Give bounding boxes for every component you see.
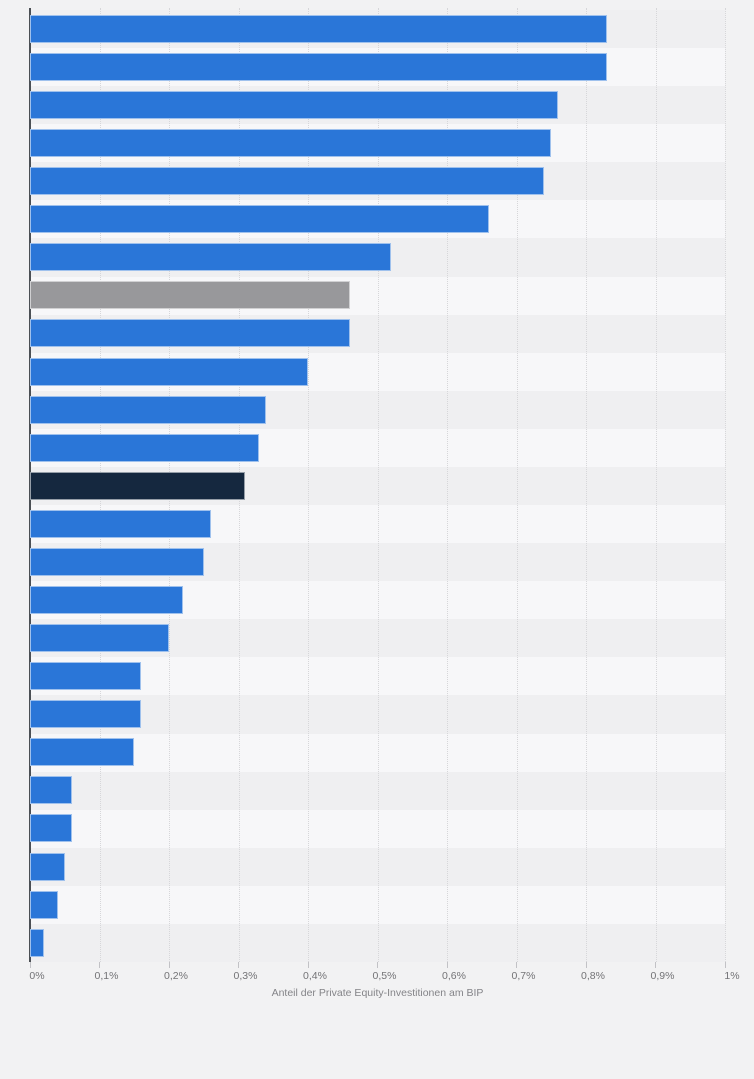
bar[interactable] [30,700,142,729]
x-axis-tick-label: 0,1% [94,970,119,982]
bar[interactable] [30,776,72,805]
x-axis-tickmark [29,962,31,968]
x-axis-tick-label: 0,8% [581,970,605,982]
bar[interactable] [30,433,260,462]
bar[interactable] [30,890,58,919]
bar[interactable] [30,624,169,653]
bar[interactable] [30,395,267,424]
gridline [725,8,726,962]
bar[interactable] [30,852,65,881]
bar[interactable] [30,52,607,81]
x-axis-tick-label: 0,9% [650,970,675,982]
x-axis-tick-label: 0,6% [442,970,466,982]
x-axis-tickmark [446,962,448,968]
gridline [655,8,657,962]
x-axis-tickmark [724,962,726,968]
x-axis-tick-label: 0,7% [511,970,536,982]
bar[interactable] [30,471,246,500]
x-axis-tick-label: 0,3% [233,970,258,982]
gridline [586,8,587,962]
bar[interactable] [30,243,392,272]
x-axis-tick-label: 0% [29,970,45,982]
x-axis-tickmark [655,962,656,968]
bar[interactable] [30,738,135,767]
x-axis-tick-label: 1% [724,970,740,982]
x-axis-tick-label: 0,2% [164,970,188,982]
x-axis-tickmark [238,962,239,968]
bar[interactable] [30,547,204,576]
bar[interactable] [30,662,142,691]
gridline [308,8,309,962]
gridline [377,8,379,962]
x-axis-tick-label: 0,4% [303,970,327,982]
bar[interactable] [30,814,72,843]
x-axis-tickmark [307,962,309,968]
bar[interactable] [30,357,308,386]
bar[interactable] [30,928,44,957]
x-axis-title: Anteil der Private Equity-Investitionen … [271,987,484,999]
bar[interactable] [30,129,552,158]
bar[interactable] [30,586,183,614]
x-axis-tickmark [377,962,378,968]
x-axis-tickmark [99,962,100,968]
bar[interactable] [30,205,489,234]
x-axis-tickmark [585,962,587,968]
bar[interactable] [30,90,559,119]
bar[interactable] [30,509,211,538]
bar[interactable] [30,281,350,310]
gridline [516,8,518,962]
bar[interactable] [30,167,545,196]
x-axis-tick-label: 0,5% [372,970,397,982]
bar[interactable] [30,14,607,43]
gridline [447,8,448,962]
x-axis-tickmark [516,962,517,968]
bar[interactable] [30,319,350,348]
x-axis-tickmark [168,962,170,968]
